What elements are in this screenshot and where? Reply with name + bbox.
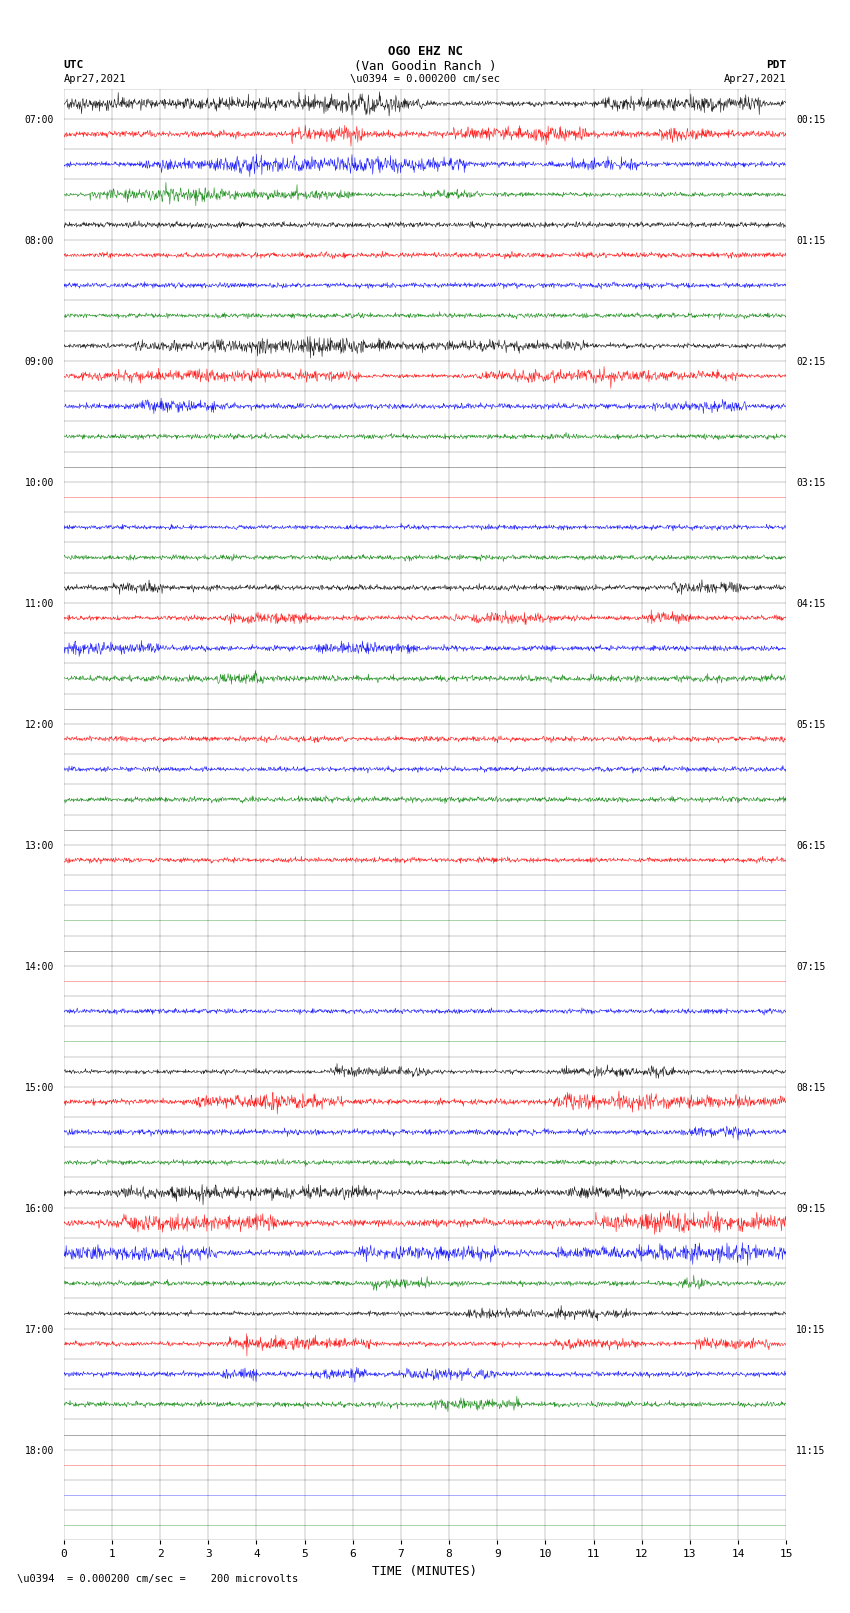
Text: Apr27,2021: Apr27,2021 [723, 74, 786, 84]
X-axis label: TIME (MINUTES): TIME (MINUTES) [372, 1565, 478, 1578]
Text: \u0394  = 0.000200 cm/sec =    200 microvolts: \u0394 = 0.000200 cm/sec = 200 microvolt… [17, 1574, 298, 1584]
Text: Apr27,2021: Apr27,2021 [64, 74, 127, 84]
Text: \u0394 = 0.000200 cm/sec: \u0394 = 0.000200 cm/sec [350, 74, 500, 84]
Text: PDT: PDT [766, 60, 786, 69]
Text: OGO EHZ NC: OGO EHZ NC [388, 45, 462, 58]
Text: (Van Goodin Ranch ): (Van Goodin Ranch ) [354, 60, 496, 73]
Text: UTC: UTC [64, 60, 84, 69]
